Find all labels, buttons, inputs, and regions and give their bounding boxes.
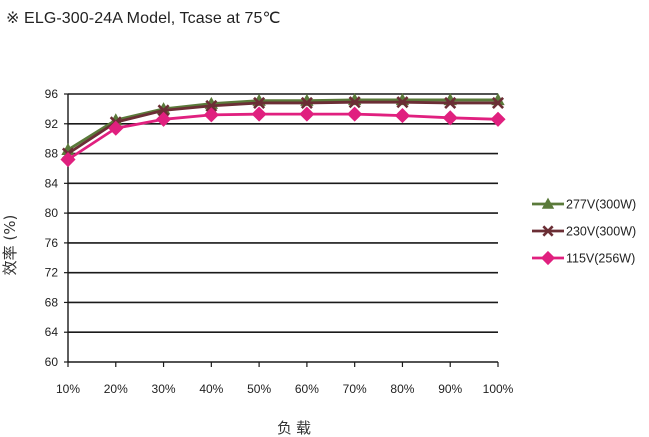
x-axis-title: 负载 <box>277 419 315 437</box>
x-tick-label: 10% <box>56 382 80 396</box>
y-tick-label: 92 <box>45 117 59 131</box>
legend-label: 230V(300W) <box>566 225 636 239</box>
x-marker <box>444 96 457 109</box>
chart-title: ※ ELG-300-24A Model, Tcase at 75℃ <box>6 10 281 27</box>
x-marker-stroke <box>444 96 457 109</box>
y-tick-label: 64 <box>45 325 59 339</box>
x-marker <box>396 96 409 109</box>
diamond-marker <box>442 110 458 126</box>
x-tick-labels: 10% 20% 30% 40% 50% 60% 70% 80% 90% 100% <box>56 382 514 396</box>
diamond-marker <box>394 108 411 124</box>
x-marker-stroke <box>542 225 554 237</box>
series-230v-300w- <box>61 96 505 160</box>
series-lines <box>60 93 506 168</box>
x-marker <box>253 96 266 109</box>
diamond-marker <box>490 111 506 127</box>
diamond-marker <box>60 151 76 168</box>
series-115v-256w- <box>60 106 506 168</box>
triangle-marker <box>541 197 555 209</box>
legend-item: 230V(300W) <box>532 225 636 239</box>
x-marker-stroke <box>253 96 266 109</box>
diamond-marker <box>155 111 172 127</box>
y-tick-label: 72 <box>45 266 59 280</box>
x-tick-label: 90% <box>438 382 462 396</box>
diamond-marker <box>251 106 267 122</box>
y-tick-label: 80 <box>45 206 59 220</box>
x-marker-stroke <box>157 104 170 117</box>
legend-label: 115V(256W) <box>566 252 635 266</box>
x-marker <box>205 99 218 112</box>
x-tick-label: 50% <box>247 382 271 396</box>
x-marker-stroke <box>205 99 218 112</box>
y-tick-label: 84 <box>45 176 59 190</box>
x-marker-stroke <box>491 96 505 109</box>
series-line <box>67 100 498 155</box>
x-marker <box>348 96 361 109</box>
series-line <box>67 98 498 152</box>
x-tick-label: 40% <box>199 382 223 396</box>
y-tick-label: 76 <box>45 236 59 250</box>
diamond-marker <box>540 250 556 266</box>
x-tick-label: 70% <box>343 382 367 396</box>
y-tick-labels: 60 64 68 72 76 80 84 88 92 96 <box>45 87 59 369</box>
x-tick-label: 60% <box>295 382 319 396</box>
x-marker-stroke <box>396 96 409 109</box>
x-tick-label: 80% <box>390 382 414 396</box>
y-tick-label: 96 <box>45 87 59 101</box>
x-marker <box>542 225 554 237</box>
y-tick-label: 88 <box>45 147 59 161</box>
y-axis-title: 效率 (%) <box>1 215 19 276</box>
series-line <box>67 112 499 161</box>
y-tick-label: 60 <box>45 355 59 369</box>
axes <box>64 93 499 367</box>
diamond-marker <box>299 106 315 122</box>
legend: 277V(300W) 230V(300W) 115V(256W) <box>532 198 636 266</box>
x-marker-stroke <box>348 96 361 109</box>
diamond-marker <box>108 120 124 136</box>
x-tick-label: 20% <box>104 382 128 396</box>
grid-lines <box>68 93 498 334</box>
y-tick-label: 68 <box>45 295 59 309</box>
x-tick-label: 100% <box>483 382 514 396</box>
legend-item: 115V(256W) <box>532 250 635 266</box>
x-marker-stroke <box>300 96 313 109</box>
x-tick-label: 30% <box>152 382 176 396</box>
diamond-marker <box>203 107 219 123</box>
x-marker <box>491 96 505 109</box>
diamond-marker <box>347 106 363 122</box>
x-marker <box>157 104 170 117</box>
legend-label: 277V(300W) <box>566 198 636 212</box>
legend-item: 277V(300W) <box>532 198 636 212</box>
x-marker <box>300 96 313 109</box>
